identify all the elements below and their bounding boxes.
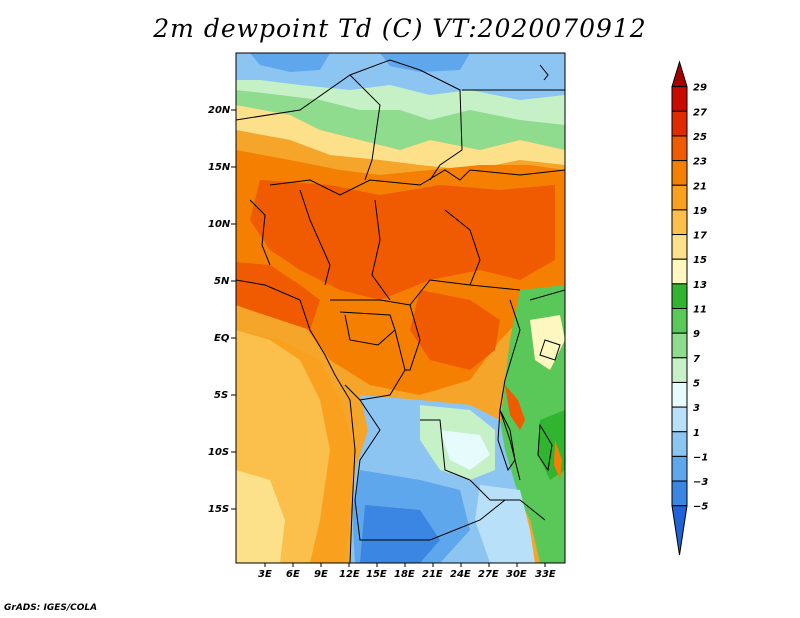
colorbar-swatch [671,357,688,383]
colorbar-swatch [671,86,688,112]
lon-label: 18E [394,569,415,580]
longitude-axis: 3E 6E 9E 12E 15E 18E 21E 24E 27E 30E 33E [258,569,556,580]
colorbar-label: 29 [693,83,707,94]
colorbar-swatch [671,234,688,260]
colorbar-label: 5 [693,378,700,389]
colorbar-label: 1 [693,428,700,439]
colorbar-swatch [671,406,688,433]
lon-label: 15E [366,569,387,580]
colorbar-label: 27 [693,107,707,118]
axis-ticks [231,109,546,567]
colorbar-swatch [671,60,688,88]
lon-label: 33E [535,569,556,580]
colorbar-label: 13 [693,280,707,291]
latitude-axis: 20N 15N 10N 5N EQ 5S 10S 15S [208,105,231,515]
lat-label: 5N [214,276,230,287]
lat-label: EQ [214,333,230,344]
colorbar-label: 19 [693,206,707,217]
colorbar-swatch [671,283,688,310]
country-borders [236,59,565,563]
lon-label: 24E [450,569,471,580]
colorbar-label: 17 [693,231,707,242]
lat-label: 5S [214,390,228,401]
colorbar-label: 7 [693,354,700,365]
colorbar-label: −1 [693,452,708,463]
lat-label: 20N [208,105,231,116]
colorbar-label: 11 [693,305,707,316]
lat-label: 15N [208,162,231,173]
colorbar-swatch [671,431,688,457]
colorbar-label: −3 [693,477,708,488]
lon-label: 12E [339,569,360,580]
colorbar-swatch [671,480,688,507]
colorbar-label: 3 [693,403,700,414]
colorbar-swatch [671,184,688,211]
colorbar-label: −5 [693,502,708,513]
colorbar-swatch [671,455,688,482]
colorbar-label: 21 [693,181,707,192]
lat-label: 15S [208,504,229,515]
colorbar-swatch [671,160,688,186]
lon-label: 30E [506,569,527,580]
colorbar-swatch [671,258,688,285]
colorbar-swatch [671,110,688,137]
lon-label: 9E [314,569,328,580]
colorbar-label: 15 [693,255,707,266]
colorbar-label: 25 [693,132,707,143]
colorbar-label: 23 [693,157,707,168]
lat-label: 10S [208,447,229,458]
lon-label: 27E [478,569,499,580]
colorbar-swatch [671,381,688,408]
map-frame [235,52,566,564]
colorbar-label: 9 [693,329,700,340]
lon-label: 6E [286,569,300,580]
colorbar-swatch [671,135,688,162]
dewpoint-field [236,53,565,563]
map-title: 2m dewpoint Td (C) VT:2020070912 [153,14,647,43]
lat-label: 10N [208,219,231,230]
colorbar-swatch [671,505,688,556]
colorbar-swatch [671,209,688,236]
colorbar: 29 27 25 23 21 19 17 15 13 11 9 7 5 3 1 −1 −3 −5 [671,60,708,556]
colorbar-swatch [671,332,688,359]
footer-credit: GrADS: IGES/COLA [4,603,98,613]
lon-label: 21E [422,569,443,580]
colorbar-swatch [671,308,688,334]
lon-label: 3E [258,569,272,580]
